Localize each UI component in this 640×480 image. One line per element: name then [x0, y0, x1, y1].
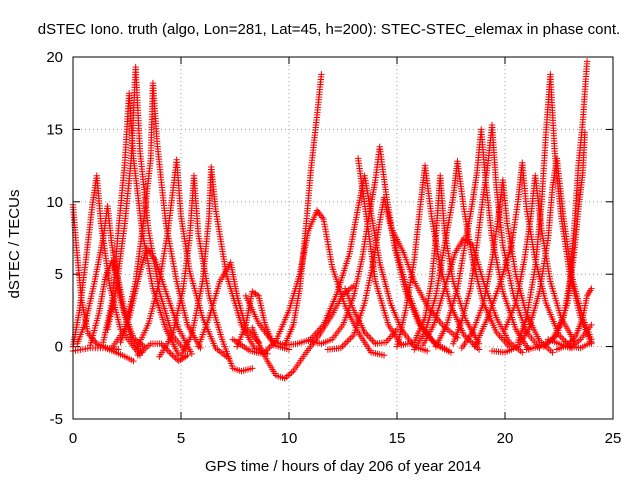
- data-point: [253, 291, 261, 299]
- x-tick-label: 25: [605, 430, 622, 447]
- data-point: [283, 373, 290, 381]
- y-tick-label: -5: [50, 411, 63, 428]
- y-tick-label: 10: [46, 194, 63, 211]
- data-arc: [69, 344, 137, 365]
- data-point: [249, 288, 256, 295]
- data-point: [188, 350, 195, 358]
- data-point: [364, 332, 371, 339]
- data-point: [367, 335, 374, 342]
- data-point: [370, 338, 378, 346]
- data-point: [130, 357, 137, 365]
- data-point: [284, 372, 292, 379]
- x-tick-label: 10: [281, 430, 298, 447]
- data-point: [184, 352, 191, 359]
- y-tick-label: 20: [46, 49, 63, 66]
- data-arc: [134, 340, 191, 365]
- data-point: [286, 370, 294, 378]
- data-point: [167, 350, 175, 357]
- chart-title: dSTEC Iono. truth (algo, Lon=281, Lat=45…: [38, 21, 620, 38]
- data-arc: [177, 163, 271, 359]
- data-arc: [104, 63, 189, 355]
- data-point: [559, 335, 566, 342]
- data-point: [369, 337, 376, 344]
- data-point: [162, 345, 170, 352]
- x-tick-label: 20: [497, 430, 514, 447]
- x-axis-ticks: 0 5 10 15 20 25: [69, 57, 622, 447]
- data-point: [345, 336, 353, 344]
- data-arc: [229, 207, 388, 359]
- data-point: [169, 352, 176, 359]
- data-point: [288, 369, 295, 376]
- data-point: [170, 353, 178, 360]
- data-point: [172, 354, 179, 362]
- y-tick-label: 5: [55, 266, 63, 283]
- data-point: [250, 289, 258, 296]
- data-series: [69, 58, 595, 382]
- data-arc: [87, 257, 148, 350]
- data-point: [344, 338, 351, 345]
- data-arc: [432, 126, 532, 353]
- data-point: [366, 333, 373, 341]
- y-tick-label: 0: [55, 339, 63, 356]
- data-arc: [108, 79, 204, 352]
- data-point: [249, 365, 256, 372]
- data-point: [342, 339, 349, 347]
- x-tick-label: 5: [177, 430, 185, 447]
- y-tick-label: 15: [46, 121, 63, 138]
- data-point: [166, 348, 173, 356]
- y-axis-label: dSTEC / TECUs: [6, 190, 23, 299]
- data-point: [252, 290, 259, 297]
- data-arc: [74, 202, 146, 356]
- data-arc: [134, 156, 232, 362]
- x-axis-label: GPS time / hours of day 206 of year 2014: [205, 458, 481, 475]
- data-point: [475, 346, 483, 353]
- x-tick-label: 0: [69, 430, 77, 447]
- x-tick-label: 15: [389, 430, 406, 447]
- data-point: [347, 335, 354, 342]
- data-arc: [117, 244, 195, 358]
- data-arc: [242, 71, 325, 349]
